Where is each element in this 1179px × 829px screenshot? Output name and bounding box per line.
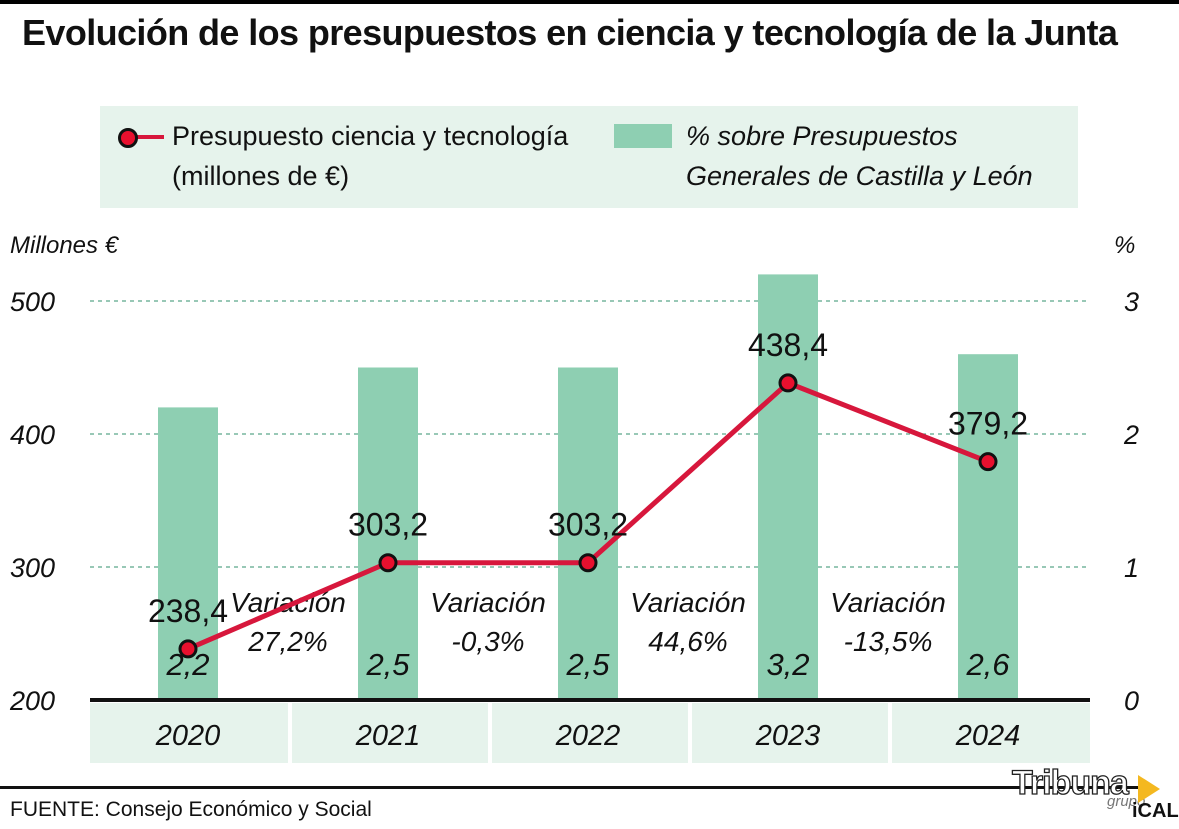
agency-logo: iCAL xyxy=(1132,800,1179,822)
variation-value: -0,3% xyxy=(451,626,524,657)
x-axis-category-cell xyxy=(492,703,688,763)
left-axis-unit: Millones € xyxy=(10,232,119,259)
footer-rule xyxy=(0,786,1148,789)
left-axis-tick-label: 300 xyxy=(10,553,55,583)
legend-bar-label: % sobre Presupuestos Generales de Castil… xyxy=(686,121,1033,191)
variation-label: Variación xyxy=(430,587,546,618)
x-axis-category-cell xyxy=(292,703,488,763)
top-rule xyxy=(0,0,1179,4)
bar-data-label: 2,5 xyxy=(565,647,610,682)
line-data-label: 303,2 xyxy=(548,507,628,543)
line-point xyxy=(778,373,798,393)
publisher-logo: Tribuna grupo iCAL xyxy=(1010,763,1178,826)
left-axis-tick-label: 500 xyxy=(10,287,55,317)
line-point xyxy=(178,639,198,659)
variation-label: Variación xyxy=(230,587,346,618)
variation-value: -13,5% xyxy=(844,626,933,657)
line-data-label: 238,4 xyxy=(148,593,228,629)
right-axis-unit: % xyxy=(1114,232,1136,259)
bar xyxy=(958,354,1018,700)
left-axis-tick-label: 200 xyxy=(9,686,55,716)
legend-point-marker xyxy=(118,128,138,148)
source-note: FUENTE: Consejo Económico y Social xyxy=(10,798,372,821)
x-axis-tick-label: 2022 xyxy=(555,720,621,752)
x-axis-tick-label: 2021 xyxy=(355,720,421,752)
legend-line-marker xyxy=(126,135,164,139)
logo-wordmark: Tribuna xyxy=(1011,763,1129,802)
line-data-label: 303,2 xyxy=(348,507,428,543)
x-axis-category-cell xyxy=(90,703,288,763)
x-axis-tick-label: 2023 xyxy=(755,720,821,752)
line-point xyxy=(378,553,398,573)
legend: Presupuesto ciencia y tecnología (millon… xyxy=(100,106,1078,208)
bar xyxy=(358,367,418,700)
line-point xyxy=(978,452,998,472)
variation-value: 27,2% xyxy=(247,626,327,657)
variation-label: Variación xyxy=(830,587,946,618)
x-axis-category-cell xyxy=(892,703,1090,763)
legend-line-label: Presupuesto ciencia y tecnología (millon… xyxy=(172,121,569,191)
bar xyxy=(758,274,818,700)
bar-data-label: 2,5 xyxy=(365,647,410,682)
right-axis-tick-label: 1 xyxy=(1124,553,1139,583)
logo-subtext: grupo xyxy=(1107,793,1146,810)
chart-title: Evolución de los presupuestos en ciencia… xyxy=(22,12,1118,53)
line-data-label: 379,2 xyxy=(948,406,1028,442)
x-axis-tick-label: 2020 xyxy=(155,720,221,752)
legend-bar-swatch xyxy=(614,124,672,148)
variation-value: 44,6% xyxy=(648,626,727,657)
bar xyxy=(558,367,618,700)
x-axis-category-cell xyxy=(692,703,888,763)
x-axis-tick-label: 2024 xyxy=(955,720,1021,752)
right-axis-tick-label: 3 xyxy=(1124,287,1139,317)
left-axis-tick-label: 400 xyxy=(10,420,55,450)
bar-data-label: 3,2 xyxy=(766,647,809,682)
variation-label: Variación xyxy=(630,587,746,618)
right-axis-tick-label: 2 xyxy=(1123,420,1139,450)
line-point xyxy=(578,553,598,573)
right-axis-tick-label: 0 xyxy=(1124,686,1139,716)
line-data-label: 438,4 xyxy=(748,327,828,363)
bar-data-label: 2,6 xyxy=(965,647,1010,682)
play-arrow-icon xyxy=(1138,775,1160,803)
